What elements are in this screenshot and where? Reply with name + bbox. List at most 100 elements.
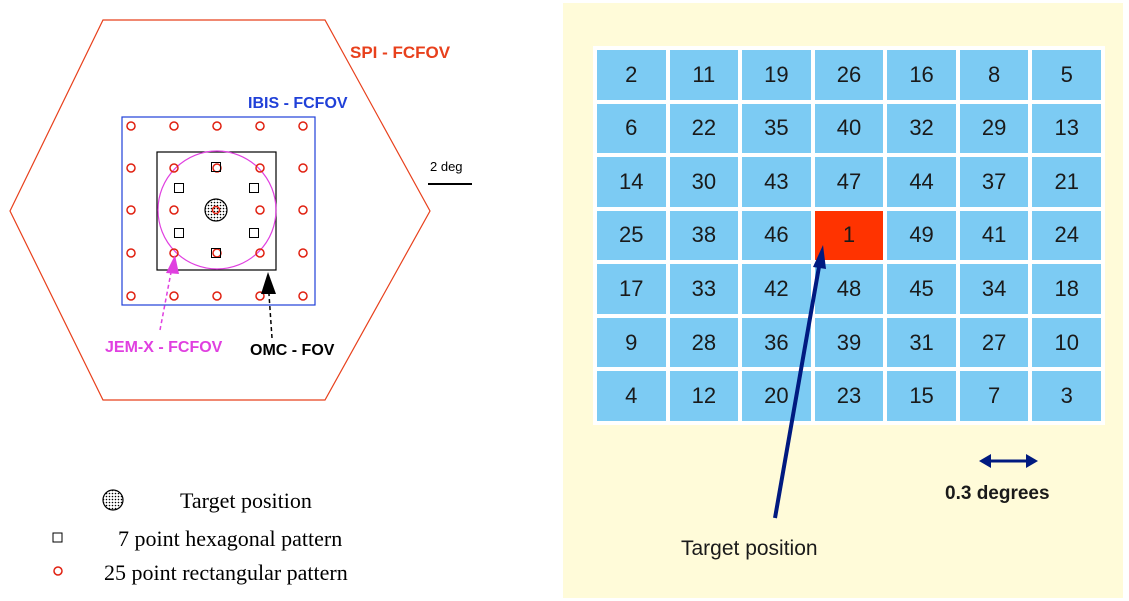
scale-arrowhead-left	[979, 454, 991, 468]
hexagonal-pattern-points	[174, 162, 259, 258]
grid-cell: 3	[1032, 371, 1101, 421]
spi-fcfov-hexagon	[9, 19, 431, 401]
grid-cell: 5	[1032, 50, 1101, 100]
target-position-label: Target position	[681, 537, 818, 560]
jemx-fcfov-circle	[157, 150, 277, 270]
grid-cell: 13	[1032, 103, 1101, 154]
grid-cell: 33	[669, 264, 739, 314]
spi-label: SPI - FCFOV	[350, 43, 451, 62]
rectangular-point-marker	[126, 205, 136, 215]
target-arrow-shaft	[773, 260, 822, 519]
jemx-label: JEM-X - FCFOV	[105, 339, 223, 356]
grid-cell: 29	[959, 103, 1029, 154]
scale-label: 2 deg	[430, 159, 463, 174]
grid-cell: 27	[959, 317, 1029, 368]
scale-degrees-label: 0.3 degrees	[945, 483, 1050, 504]
grid-cell: 26	[814, 50, 884, 100]
grid-cell: 24	[1032, 210, 1101, 261]
grid-cell: 15	[887, 371, 956, 421]
scale-arrowhead-right	[1026, 454, 1038, 468]
rectangular-point-marker	[169, 121, 179, 131]
grid-cell: 17	[597, 264, 666, 314]
rectangular-point-marker	[169, 291, 179, 301]
grid-cell-target: 1	[814, 210, 884, 261]
grid-cell: 36	[742, 317, 811, 368]
grid-cell: 10	[1032, 317, 1101, 368]
hexagonal-point-marker	[174, 228, 184, 238]
rectangular-point-marker	[169, 163, 179, 173]
grid-cell: 11	[669, 50, 739, 100]
target-arrowhead	[813, 245, 826, 269]
grid-cell: 41	[959, 210, 1029, 261]
grid-cell: 46	[742, 210, 811, 261]
grid-cell: 9	[597, 317, 666, 368]
grid-cell: 30	[669, 157, 739, 207]
rectangular-point-marker	[255, 121, 265, 131]
circle-legend-icon	[53, 566, 63, 576]
rectangular-point-marker	[298, 291, 308, 301]
rectangular-point-marker	[212, 248, 222, 258]
grid-cell: 43	[742, 157, 811, 207]
grid-cell: 38	[669, 210, 739, 261]
grid-cell: 21	[1032, 157, 1101, 207]
rectangular-point-marker	[126, 291, 136, 301]
grid-cell: 22	[669, 103, 739, 154]
grid-cell: 8	[959, 50, 1029, 100]
rectangular-pattern-points	[126, 121, 308, 301]
grid-cell: 37	[959, 157, 1029, 207]
grid-cell: 42	[742, 264, 811, 314]
rectangular-point-marker	[298, 163, 308, 173]
rectangular-point-marker	[212, 163, 222, 173]
grid-cell: 19	[742, 50, 811, 100]
rectangular-point-marker	[298, 205, 308, 215]
grid-cell: 4	[597, 371, 666, 421]
grid-cell: 40	[814, 103, 884, 154]
ibis-label: IBIS - FCFOV	[248, 95, 348, 112]
dither-grid-panel: 2 11 19 26 16 8 5 6 22 35 40 32 29 13 14 30 43 47 44 37 21 25…	[563, 3, 1123, 598]
omc-arrowhead	[261, 272, 276, 294]
grid-cell: 7	[959, 371, 1029, 421]
omc-pointer	[267, 279, 273, 339]
rectangular-point-marker	[212, 291, 222, 301]
hexagonal-point-marker	[211, 248, 221, 258]
grid-cell: 6	[597, 103, 666, 154]
grid-cell: 32	[887, 103, 956, 154]
rectangular-point-marker	[298, 248, 308, 258]
hexagonal-point-marker	[249, 183, 259, 193]
grid-cell: 14	[597, 157, 666, 207]
rectangular-point-marker	[255, 163, 265, 173]
hexagonal-point-marker	[249, 228, 259, 238]
grid-cell: 48	[814, 264, 884, 314]
grid-cell: 35	[742, 103, 811, 154]
rectangular-point-marker	[255, 291, 265, 301]
target-legend-icon	[102, 489, 124, 511]
target-icon	[204, 198, 228, 222]
grid-cell: 12	[669, 371, 739, 421]
grid-cell: 18	[1032, 264, 1101, 314]
rectangular-point-marker	[126, 121, 136, 131]
grid-cell: 49	[887, 210, 956, 261]
rectangular-point-marker	[255, 248, 265, 258]
hexagonal-point-marker	[211, 162, 221, 172]
jemx-arrowhead	[166, 255, 179, 274]
square-legend-icon	[52, 532, 63, 543]
grid-cell: 16	[887, 50, 956, 100]
rectangular-point-marker	[255, 205, 265, 215]
grid-cell: 25	[597, 210, 666, 261]
grid-cell: 34	[959, 264, 1029, 314]
rectangular-point-marker	[169, 205, 179, 215]
rectangular-point-marker	[298, 121, 308, 131]
grid-cell: 23	[814, 371, 884, 421]
rectangular-point-marker	[212, 121, 222, 131]
rectangular-point-marker	[126, 248, 136, 258]
grid-cell: 44	[887, 157, 956, 207]
grid-cell: 2	[597, 50, 666, 100]
dither-grid: 2 11 19 26 16 8 5 6 22 35 40 32 29 13 14 30 43 47 44 37 21 25…	[593, 46, 1105, 425]
grid-cell: 45	[887, 264, 956, 314]
grid-cell: 47	[814, 157, 884, 207]
fov-diagram: SPI - FCFOV IBIS - FCFOV 2 deg JEM-X - F…	[9, 19, 472, 576]
omc-label: OMC - FOV	[250, 342, 335, 359]
ibis-fcfov-square	[121, 116, 316, 306]
rectangular-point-marker	[126, 163, 136, 173]
grid-cell: 31	[887, 317, 956, 368]
